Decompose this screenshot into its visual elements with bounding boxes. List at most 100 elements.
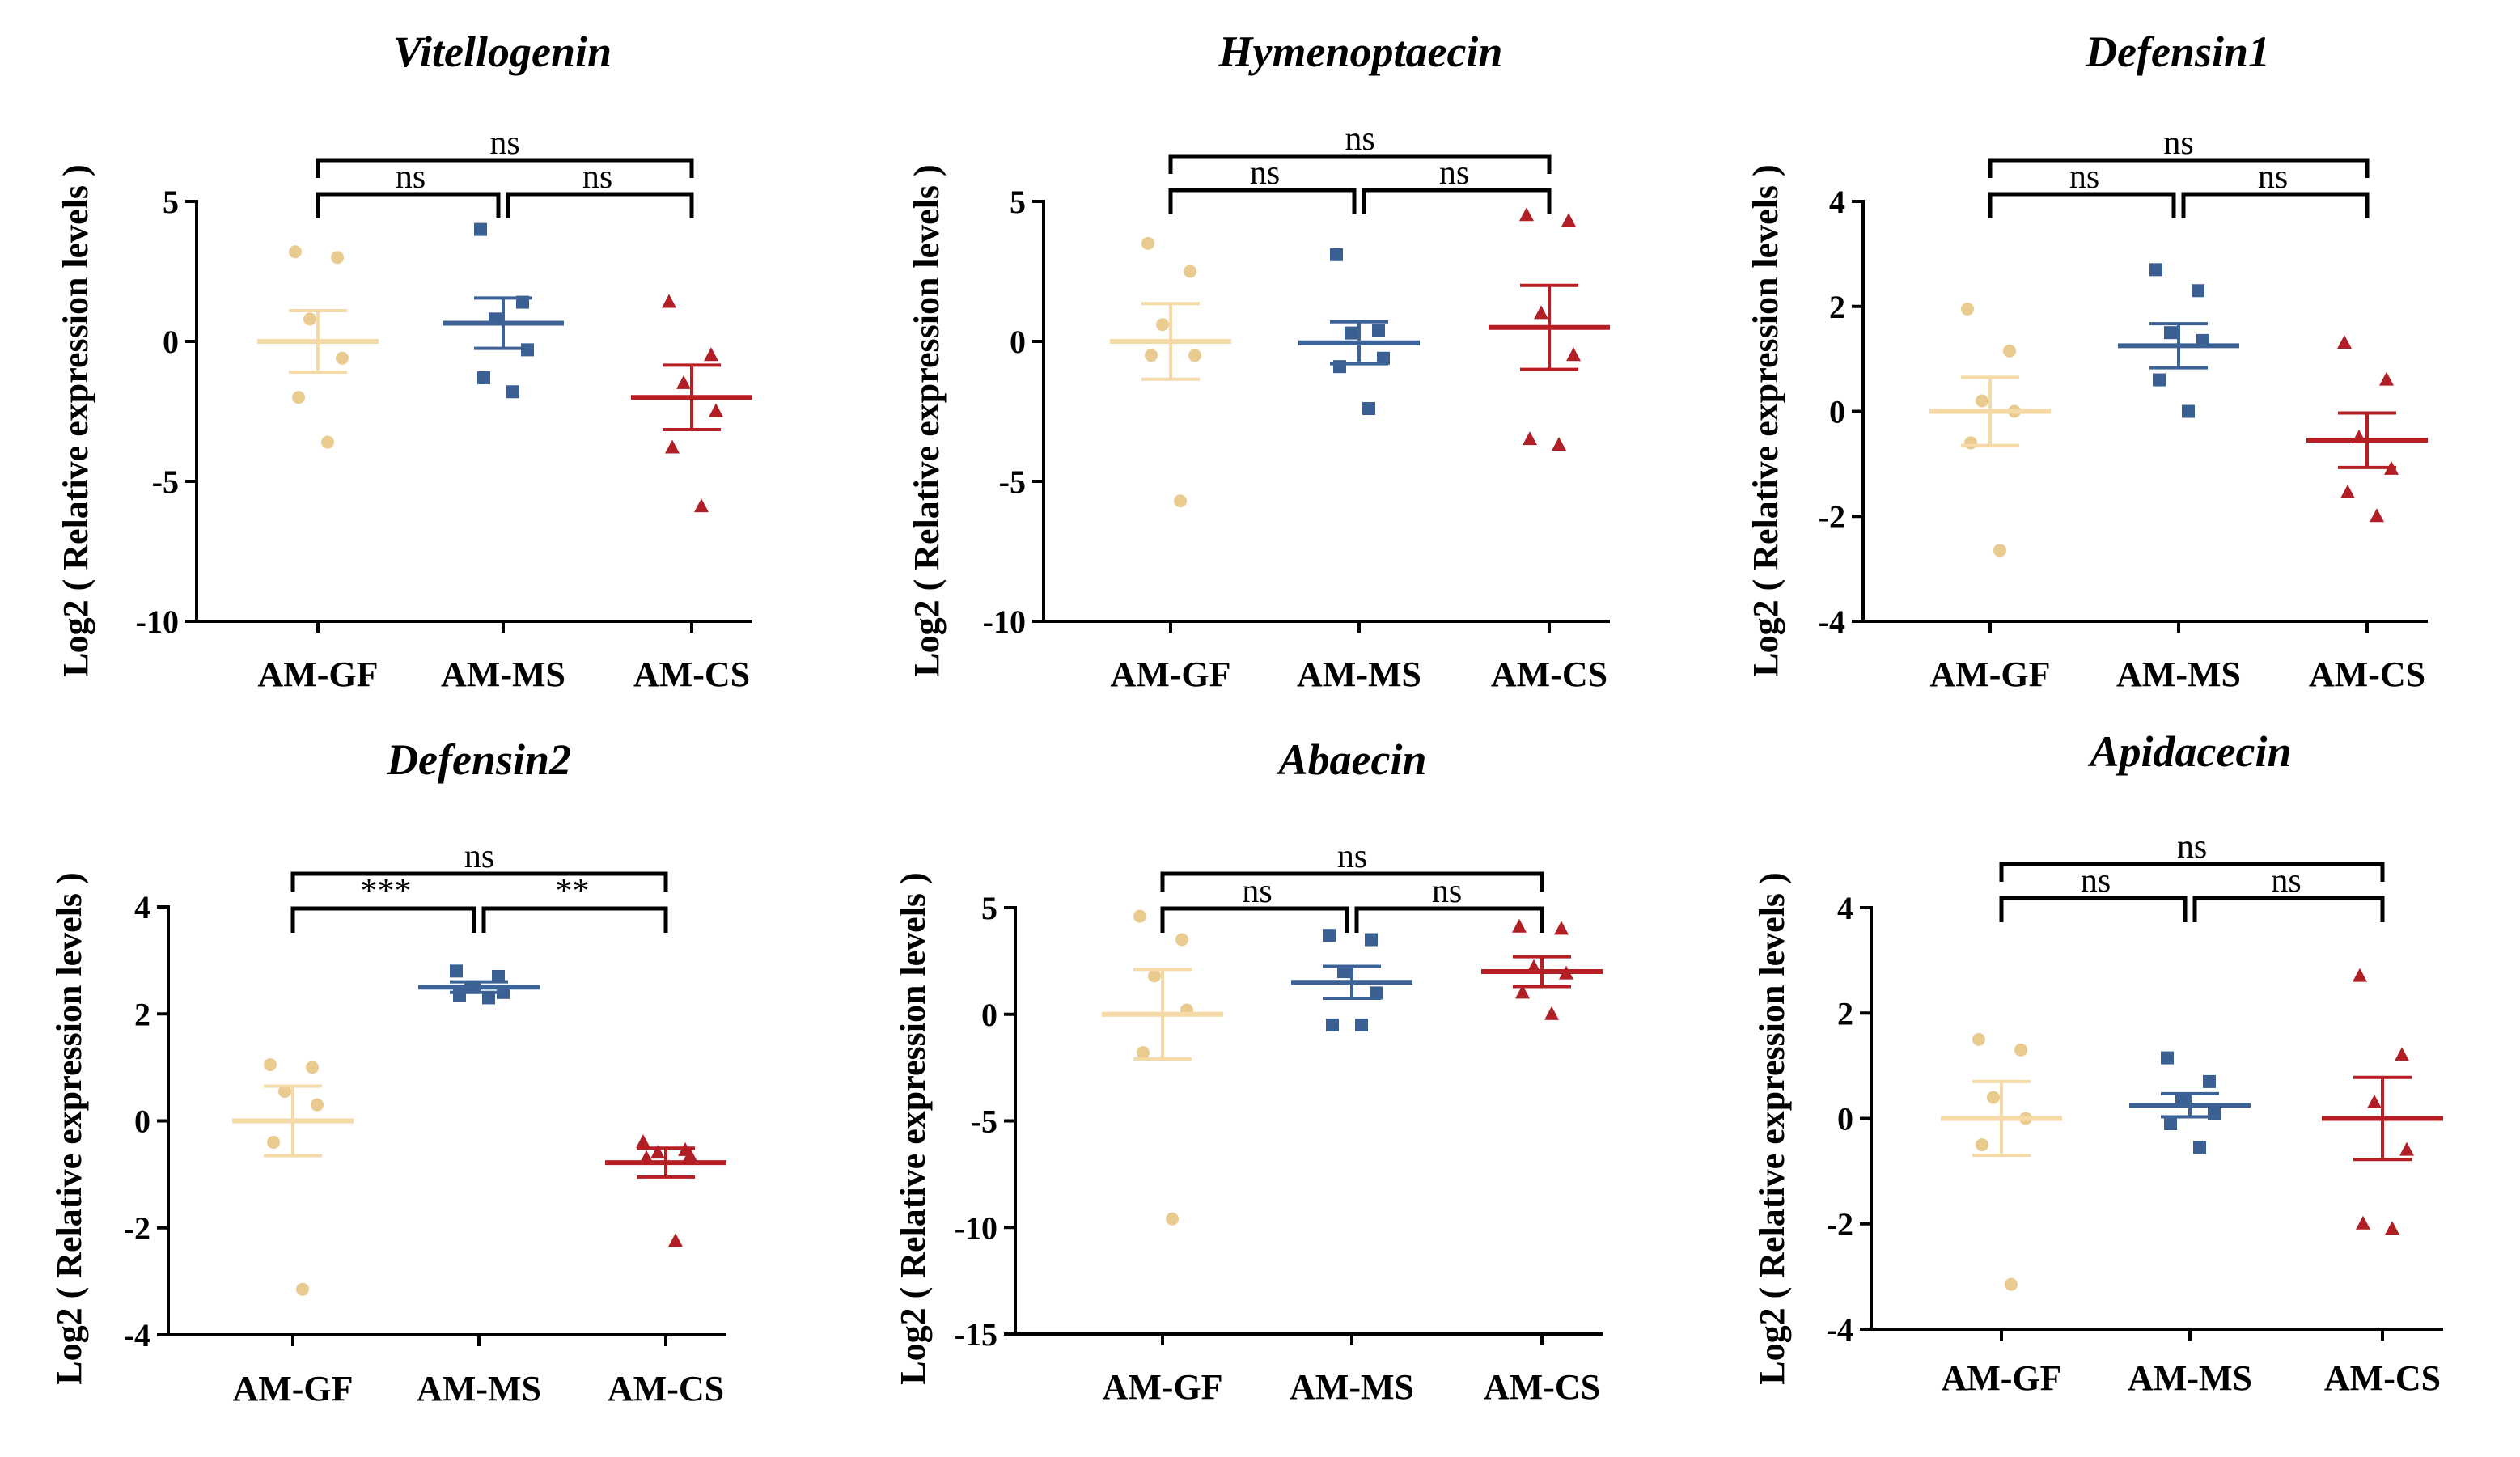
group-am-gf (1102, 909, 1223, 1226)
group-am-cs (605, 1133, 726, 1247)
x-tick-label: AM-GF (257, 654, 378, 694)
data-point-square (1345, 326, 1357, 340)
data-point-triangle (668, 1233, 683, 1247)
group-am-ms (418, 964, 540, 1005)
significance-label: ns (464, 838, 494, 875)
significance-label: ns (2177, 828, 2207, 866)
data-point-circle (1145, 349, 1158, 362)
data-point-triangle (2337, 335, 2352, 349)
chart-title: Abaecin (1277, 735, 1427, 784)
group-am-cs (2306, 335, 2428, 523)
data-point-circle (311, 1098, 324, 1112)
data-point-square (1326, 1018, 1339, 1031)
y-tick-label: 5 (1010, 184, 1026, 220)
bracket-line (290, 906, 476, 933)
data-point-triangle (662, 294, 676, 308)
data-point-circle (278, 1085, 291, 1099)
data-point-circle (336, 351, 349, 365)
data-point-triangle (1519, 207, 1534, 222)
data-point-triangle (636, 1133, 650, 1148)
data-point-circle (1174, 494, 1187, 508)
y-tick-label: -4 (1827, 1311, 1853, 1348)
y-tick-label: 4 (134, 889, 150, 925)
significance-label: ns (1345, 121, 1374, 158)
data-point-square (1372, 324, 1385, 337)
bracket-gf-ms: ns (1999, 862, 2188, 922)
data-point-circle (2003, 344, 2016, 358)
data-point-square (1377, 351, 1390, 365)
bracket-line (1999, 862, 2385, 882)
chart-panel-defensin2: Defensin2 Log2 ( Relative expression leve… (49, 735, 726, 1408)
data-point-square (1323, 929, 1336, 942)
data-point-triangle (1544, 1006, 1559, 1020)
bracket-line (1160, 906, 1349, 933)
data-point-square (1333, 360, 1346, 374)
y-tick-label: -2 (124, 1210, 150, 1247)
significance-label: *** (361, 873, 412, 910)
significance-label: ns (2163, 125, 2193, 162)
bracket-line (506, 192, 694, 218)
group-am-gf (232, 1058, 354, 1296)
x-tick-label: AM-CS (633, 654, 750, 694)
significance-label: ns (1439, 155, 1469, 192)
x-tick-label: AM-CS (608, 1369, 724, 1408)
bracket-line (481, 906, 668, 933)
chart-panel-vitellogenin: Vitellogenin Log2 ( Relative expression l… (56, 28, 752, 694)
bracket-gf-cs: ns (290, 838, 668, 892)
data-point-circle (1148, 969, 1161, 983)
data-point-circle (296, 1282, 309, 1296)
y-tick-label: 0 (981, 997, 997, 1033)
data-point-circle (264, 1058, 277, 1072)
bracket-gf-cs: ns (316, 125, 694, 178)
data-point-square (1365, 933, 1378, 947)
data-point-circle (1137, 1046, 1150, 1060)
significance-label: ns (1432, 873, 1462, 910)
data-point-square (2203, 1074, 2216, 1088)
bracket-line (1160, 871, 1544, 892)
data-point-square (474, 222, 487, 236)
y-axis-label: Log2 ( Relative expression levels ) (49, 872, 89, 1384)
x-tick-label: AM-MS (1297, 654, 1421, 694)
data-point-triangle (1512, 918, 1527, 933)
y-tick-label: -5 (999, 464, 1026, 500)
data-point-triangle (2385, 1221, 2399, 1235)
y-axis-label: Log2 ( Relative expression levels ) (907, 164, 947, 676)
bracket-gf-ms: ns (1988, 159, 2176, 218)
chart-panel-abaecin: Abaecin Log2 ( Relative expression levels… (893, 735, 1603, 1407)
group-am-cs (2322, 968, 2443, 1235)
data-point-square (1362, 402, 1375, 416)
data-point-circle (1976, 394, 1988, 408)
y-tick-label: 4 (1829, 184, 1845, 220)
data-point-circle (1166, 1212, 1179, 1226)
bracket-ms-cs: ns (2181, 159, 2370, 218)
data-point-square (492, 969, 505, 983)
y-tick-label: -2 (1827, 1206, 1853, 1243)
bracket-line (1168, 188, 1357, 214)
x-tick-label: AM-GF (1110, 654, 1230, 694)
data-point-circle (292, 391, 305, 404)
data-point-triangle (704, 347, 718, 362)
y-tick-label: 0 (1010, 324, 1026, 360)
data-point-triangle (1552, 437, 1566, 451)
chart-title: Defensin1 (2085, 28, 2270, 76)
data-point-circle (2014, 1043, 2027, 1057)
y-tick-label: -5 (152, 464, 179, 500)
significance-label: ns (1242, 873, 1272, 910)
data-point-triangle (2353, 968, 2367, 982)
x-tick-label: AM-GF (232, 1369, 353, 1408)
group-am-ms (443, 222, 564, 399)
group-am-gf (1941, 1032, 2062, 1291)
group-am-cs (1489, 207, 1610, 451)
data-point-circle (1141, 236, 1154, 250)
data-point-square (1370, 986, 1383, 1000)
data-point-circle (1987, 1091, 2000, 1104)
significance-label: ns (2081, 862, 2111, 900)
data-point-triangle (2356, 1215, 2370, 1230)
data-point-triangle (665, 439, 680, 454)
data-point-circle (306, 1061, 319, 1074)
y-tick-label: -10 (983, 604, 1026, 640)
data-point-square (2192, 284, 2204, 298)
x-tick-label: AM-CS (1491, 654, 1607, 694)
group-am-cs (631, 294, 752, 513)
bracket-gf-cs: ns (1999, 828, 2385, 882)
